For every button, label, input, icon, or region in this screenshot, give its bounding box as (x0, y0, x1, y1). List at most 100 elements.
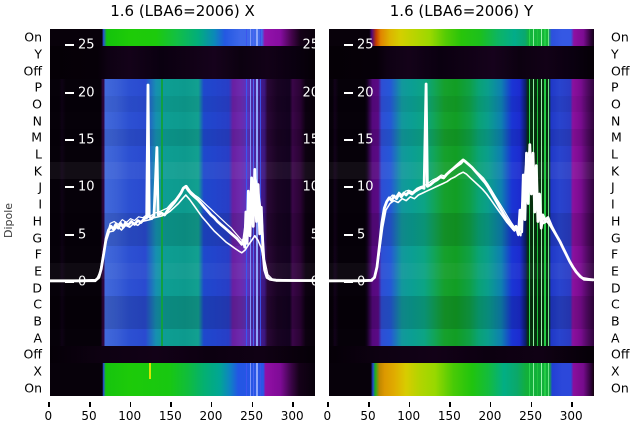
row-shade-5 (329, 295, 594, 330)
inner-tick-dash-25 (65, 44, 74, 47)
x-tick-mark-0 (48, 402, 50, 407)
row-label-l-7: L (611, 146, 618, 162)
inner-tick-dash-10 (344, 186, 353, 189)
row-label-i-10: I (611, 196, 615, 212)
row-label-c-16: C (33, 296, 42, 312)
row-label-on-21: On (611, 380, 629, 396)
rfi-stripe-0 (528, 362, 531, 396)
row-label-a-18: A (33, 330, 42, 346)
inner-tick-label-left-25: 25 (78, 37, 95, 53)
inner-tick-label-left-5: 5 (78, 227, 87, 243)
inner-tick-label-left-15: 15 (78, 132, 95, 148)
band-bottom-xon (329, 362, 594, 396)
row-label-off-19: Off (611, 346, 630, 362)
rfi-stripe-6 (149, 362, 151, 380)
row-shade-0 (329, 95, 594, 113)
x-tick-mark-300 (571, 402, 573, 407)
x-tick-mark-50 (89, 402, 91, 407)
trace-2 (329, 160, 594, 283)
row-label-k-8: K (33, 163, 42, 179)
x-tick-label-200: 200 (199, 409, 223, 423)
x-tick-label-100: 100 (118, 409, 142, 423)
row-label-p-3: P (34, 79, 42, 95)
inner-tick-label-right-5: 5 (310, 227, 315, 243)
row-label-g-12: G (32, 230, 42, 246)
row-label-off-19: Off (23, 346, 42, 362)
rfi-stripe-3 (256, 29, 258, 46)
row-label-m-6: M (611, 129, 622, 145)
rfi-stripe-0 (245, 29, 248, 46)
rfi-stripe-4 (259, 29, 262, 46)
row-label-m-6: M (31, 129, 42, 145)
rfi-stripe-0 (245, 362, 248, 396)
overlay-curves (329, 82, 594, 283)
row-label-b-17: B (611, 313, 620, 329)
band-off-low (329, 345, 594, 363)
rfi-stripe-0 (528, 29, 531, 46)
row-label-off-2: Off (23, 63, 42, 79)
x-tick-mark-300 (292, 402, 294, 407)
row-label-y-1: Y (611, 46, 619, 62)
inner-tick-dash-5 (65, 233, 74, 236)
row-label-j-9: J (611, 179, 615, 195)
inner-tick-label-left-15: 15 (357, 132, 374, 148)
inner-tick-label-left-5: 5 (357, 227, 366, 243)
rfi-stripe-1 (249, 362, 252, 396)
rfi-stripe-2 (252, 29, 255, 46)
x-tick-label-0: 0 (44, 409, 53, 423)
x-tick-mark-150 (449, 402, 451, 407)
x-tick-mark-200 (489, 402, 492, 407)
x-tick-mark-250 (251, 402, 254, 407)
row-label-p-3: P (611, 79, 619, 95)
row-label-d-15: D (611, 280, 621, 296)
row-label-o-4: O (611, 96, 621, 112)
heatmap-panel-x: 25 25 20 20 15 15 10 10 5 5 0 0 (50, 29, 315, 396)
inner-tick-label-left-20: 20 (78, 85, 95, 101)
row-label-e-14: E (34, 263, 42, 279)
x-tick-label-250: 250 (519, 409, 543, 423)
panel-title-x: 1.6 (LBA6=2006) X (110, 2, 255, 20)
inner-tick-dash-15 (65, 138, 74, 141)
row-label-o-4: O (32, 96, 42, 112)
row-label-g-12: G (611, 230, 621, 246)
x-tick-label-200: 200 (478, 409, 502, 423)
row-label-off-2: Off (611, 63, 630, 79)
band-main (50, 79, 315, 346)
x-tick-mark-50 (368, 402, 370, 407)
row-label-h-11: H (611, 213, 621, 229)
band-y-off (329, 45, 594, 80)
x-tick-label-50: 50 (81, 409, 97, 423)
inner-tick-label-right-15: 15 (302, 132, 315, 148)
inner-tick-label-right-20: 20 (302, 85, 315, 101)
row-label-a-18: A (611, 330, 620, 346)
trace-3 (50, 177, 315, 281)
row-label-x-20: X (611, 363, 620, 379)
row-label-x-20: X (33, 363, 42, 379)
x-tick-label-250: 250 (240, 409, 264, 423)
x-tick-mark-0 (327, 402, 329, 407)
rfi-stripe-1 (532, 29, 535, 46)
row-labels-left: On Y Off P O N M L K J I H G F E D C B A Off X On (0, 0, 42, 440)
trace-main (50, 83, 315, 283)
panel-title-y: 1.6 (LBA6=2006) Y (389, 2, 534, 20)
band-top-on (329, 29, 594, 46)
row-shade-0 (50, 95, 315, 113)
row-label-e-14: E (611, 263, 619, 279)
row-shade-3 (50, 212, 315, 246)
rfi-stripe-4 (544, 362, 546, 396)
rfi-stripe-3 (256, 362, 258, 396)
row-shade-4 (50, 262, 315, 280)
row-labels-right: On Y Off P O N M L K J I H G F E D C B A Off X On (611, 0, 640, 440)
x-tick-mark-250 (530, 402, 533, 407)
band-off-low (50, 345, 315, 363)
inner-tick-dash-5 (344, 233, 353, 236)
x-tick-mark-150 (170, 402, 172, 407)
trace-main (329, 82, 594, 283)
row-shade-1 (50, 129, 315, 146)
band-main (329, 79, 594, 346)
x-tick-label-150: 150 (437, 409, 461, 423)
x-tick-label-50: 50 (360, 409, 376, 423)
inner-tick-label-right-10: 10 (302, 179, 315, 195)
inner-tick-dash-15 (344, 138, 353, 141)
